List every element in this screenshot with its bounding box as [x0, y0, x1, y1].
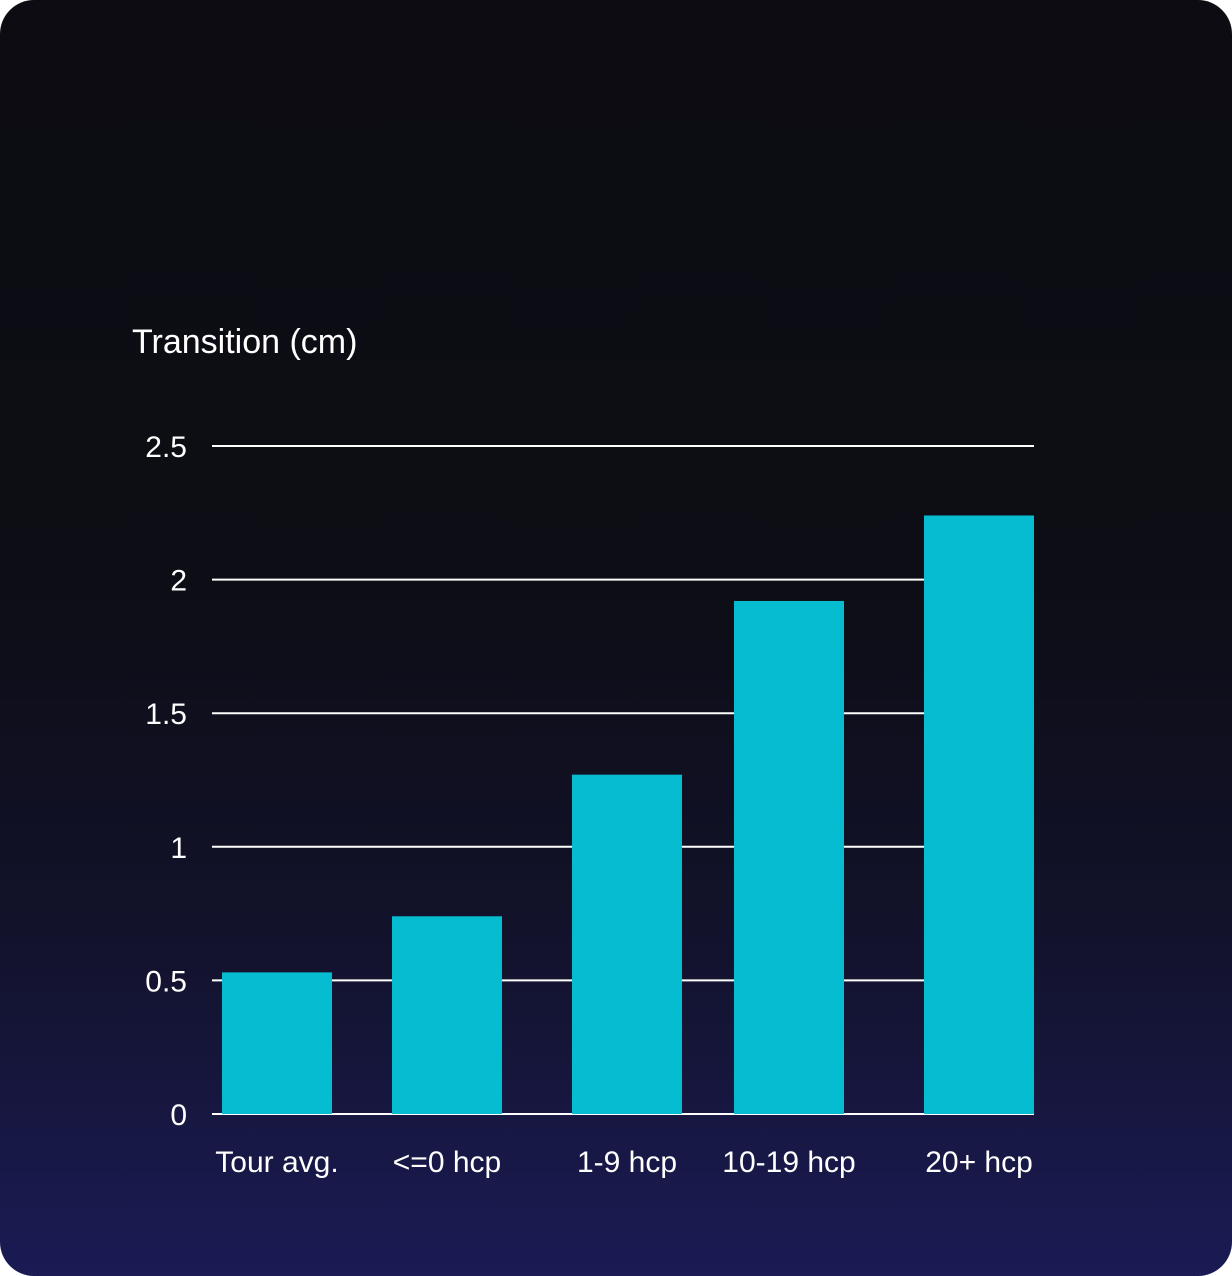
y-tick-labels: 0 0.5 1 1.5 2 2.5: [145, 431, 187, 1132]
x-tick-labels: Tour avg. <=0 hcp 1-9 hcp 10-19 hcp 20+ hcp: [215, 1146, 1033, 1179]
y-tick-label: 0: [170, 1099, 187, 1132]
x-tick-label: 1-9 hcp: [577, 1146, 677, 1179]
bar-3: [734, 600, 844, 1114]
x-tick-label: 20+ hcp: [925, 1146, 1033, 1179]
y-tick-label: 1: [170, 832, 187, 865]
bar-1: [392, 916, 502, 1114]
y-tick-label: 2.5: [145, 431, 187, 464]
y-tick-label: 2: [170, 565, 187, 598]
bar-4: [924, 515, 1034, 1114]
bar-2: [572, 774, 682, 1114]
y-tick-label: 1.5: [145, 698, 187, 731]
y-axis-label: Transition (cm): [132, 323, 358, 361]
x-tick-label: <=0 hcp: [393, 1146, 501, 1179]
bars: [222, 515, 1034, 1114]
bar-0: [222, 972, 332, 1114]
x-tick-label: 10-19 hcp: [722, 1146, 855, 1179]
x-tick-label: Tour avg.: [215, 1146, 338, 1179]
y-tick-label: 0.5: [145, 965, 187, 998]
